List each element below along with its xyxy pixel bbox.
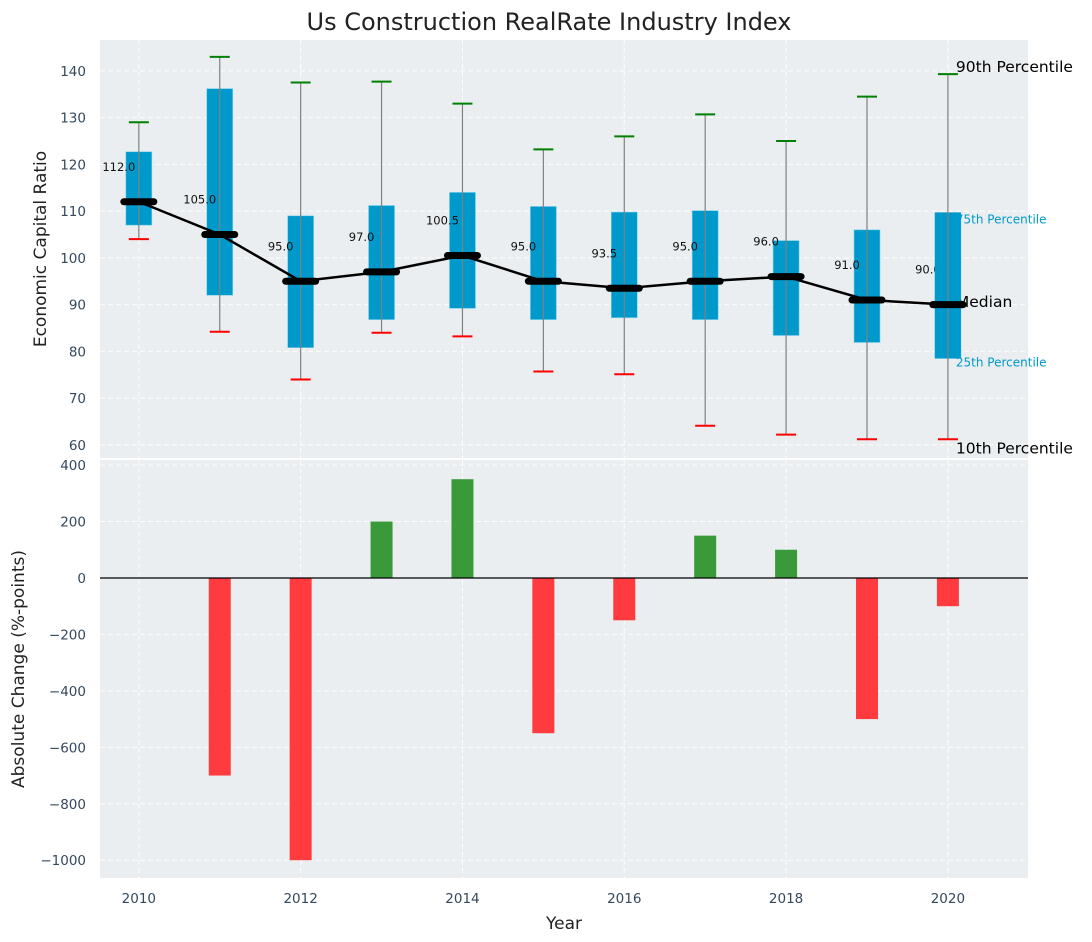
- bottom-y-tick-label: 400: [60, 458, 86, 474]
- median-value-label: 90.0: [915, 263, 941, 277]
- change-bar-2014: [451, 479, 474, 578]
- median-value-label: 112.0: [102, 160, 135, 174]
- change-bar-2012: [289, 577, 312, 861]
- change-bar-2011: [208, 577, 231, 776]
- bottom-y-tick-label: −400: [49, 684, 86, 700]
- change-bar-2016: [613, 577, 636, 621]
- box-2016: [610, 135, 638, 376]
- top-y-axis-label: Economic Capital Ratio: [31, 151, 51, 347]
- bottom-y-tick-label: 200: [60, 515, 86, 531]
- x-tick-label: 2016: [607, 891, 641, 907]
- top-y-ticks: 60 70 80 90 100 110 120 130 140: [60, 64, 86, 454]
- bottom-y-axis-label: Absolute Change (%-points): [9, 550, 29, 788]
- median-value-label: 105.0: [183, 193, 216, 207]
- x-tick-label: 2018: [769, 891, 803, 907]
- top-y-tick-label: 140: [60, 64, 86, 80]
- annotation-25th-percentile: 25th Percentile: [956, 355, 1047, 369]
- bar-marks: [100, 479, 1028, 861]
- box-2019: [853, 95, 881, 441]
- bottom-y-tick-label: −800: [49, 797, 86, 813]
- median-value-label: 96.0: [753, 235, 779, 249]
- bottom-y-ticks: −1000 −800 −600 −400 −200 0 200 400: [40, 458, 86, 869]
- change-bar-2019: [855, 577, 878, 720]
- median-value-label: 93.5: [591, 246, 617, 260]
- top-plot-background: [100, 40, 1028, 458]
- change-bar-2015: [532, 577, 555, 734]
- x-ticks: 2010 2012 2014 2016 2018 2020: [122, 891, 965, 907]
- median-value-label: 95.0: [268, 239, 294, 253]
- top-y-tick-label: 100: [60, 251, 86, 267]
- annotation-90th-percentile: 90th Percentile: [956, 58, 1073, 76]
- x-tick-label: 2010: [122, 891, 156, 907]
- bottom-y-tick-label: 0: [77, 571, 86, 587]
- bottom-y-tick-label: −600: [49, 740, 86, 756]
- box-2017: [691, 113, 719, 427]
- change-bar-2018: [775, 549, 798, 578]
- median-value-label: 91.0: [834, 258, 860, 272]
- change-bar-2020: [936, 577, 959, 607]
- bottom-y-tick-label: −200: [49, 627, 86, 643]
- box-2015: [530, 148, 557, 373]
- change-bar-2013: [370, 521, 393, 578]
- bottom-plot-background: [100, 460, 1028, 878]
- top-y-tick-label: 110: [60, 204, 86, 220]
- box-2010: [125, 121, 153, 241]
- box-2014: [449, 102, 476, 338]
- top-y-tick-label: 70: [69, 391, 86, 407]
- annotation-75th-percentile: 75th Percentile: [956, 212, 1047, 226]
- percentile-annotations: 90th Percentile 75th Percentile Median 25th…: [929, 58, 1073, 457]
- top-y-tick-label: 120: [60, 157, 86, 173]
- top-y-tick-label: 80: [69, 344, 86, 360]
- x-tick-label: 2020: [931, 891, 965, 907]
- box-2018: [772, 139, 800, 436]
- top-y-tick-label: 90: [69, 298, 86, 314]
- box-2011: [206, 55, 234, 333]
- box-plot-panel: 60 70 80 90 100 110 120 130 140 112.0 105.0 95.0 97…: [31, 40, 1073, 458]
- box-2013: [368, 80, 395, 334]
- annotation-median: Median: [956, 293, 1012, 311]
- x-tick-label: 2014: [445, 891, 479, 907]
- median-value-label: 95.0: [672, 239, 698, 253]
- x-tick-label: 2012: [283, 891, 317, 907]
- change-bar-2017: [694, 535, 717, 578]
- median-value-label: 97.0: [349, 230, 375, 244]
- median-value-label: 95.0: [511, 239, 537, 253]
- median-value-label: 100.5: [426, 214, 459, 228]
- top-y-tick-label: 130: [60, 111, 86, 127]
- top-y-tick-label: 60: [69, 438, 86, 454]
- bottom-y-tick-label: −1000: [40, 853, 86, 869]
- chart-title: Us Construction RealRate Industry Index: [307, 8, 792, 36]
- annotation-10th-percentile: 10th Percentile: [956, 439, 1073, 457]
- x-axis-label: Year: [545, 914, 582, 934]
